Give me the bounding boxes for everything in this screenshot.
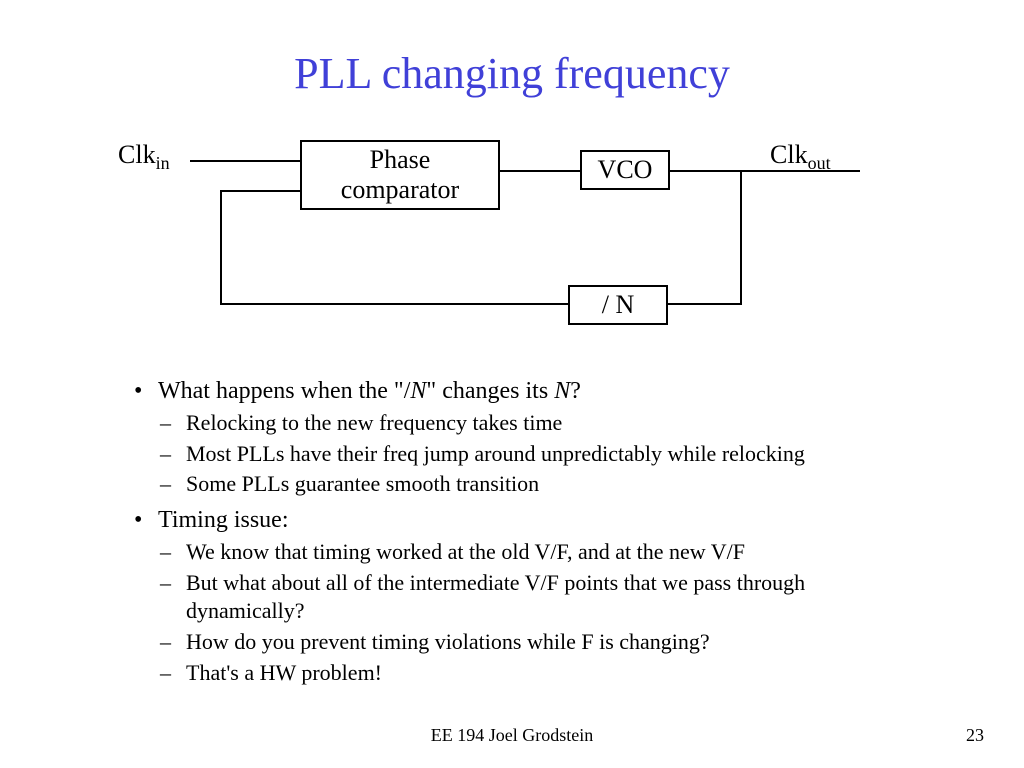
sub-bullet-item: How do you prevent timing violations whi…: [130, 628, 910, 657]
phase-comparator-box: Phasecomparator: [300, 140, 500, 210]
sub-bullet-item: We know that timing worked at the old V/…: [130, 538, 910, 567]
footer-center: EE 194 Joel Grodstein: [0, 725, 1024, 746]
vco-box: VCO: [580, 150, 670, 190]
wire-out-to-divn: [668, 303, 742, 305]
wire-fb-up: [220, 190, 222, 305]
bullet-list: What happens when the "/N" changes its N…: [130, 370, 910, 687]
footer-page-number: 23: [966, 725, 984, 746]
clk-in-label: Clkin: [118, 140, 170, 174]
wire-pc-to-vco: [500, 170, 580, 172]
sub-bullet-item: But what about all of the intermediate V…: [130, 569, 910, 626]
sub-bullet-item: Some PLLs guarantee smooth transition: [130, 470, 910, 499]
wire-divn-to-fb: [220, 303, 568, 305]
wire-clk-in: [190, 160, 300, 162]
slide: PLL changing frequency Clkin Clkout Phas…: [0, 0, 1024, 768]
wire-vco-to-out: [670, 170, 860, 172]
sub-bullet-item: That's a HW problem!: [130, 659, 910, 688]
wire-out-down: [740, 170, 742, 305]
slide-title: PLL changing frequency: [0, 48, 1024, 99]
pll-diagram: Clkin Clkout Phasecomparator VCO / N: [0, 130, 1024, 360]
sub-bullet-item: Most PLLs have their freq jump around un…: [130, 440, 910, 469]
bullet-item: What happens when the "/N" changes its N…: [130, 376, 910, 407]
sub-bullet-item: Relocking to the new frequency takes tim…: [130, 409, 910, 438]
divide-n-box: / N: [568, 285, 668, 325]
bullet-item: Timing issue:: [130, 505, 910, 536]
wire-fb-into-pc: [220, 190, 300, 192]
